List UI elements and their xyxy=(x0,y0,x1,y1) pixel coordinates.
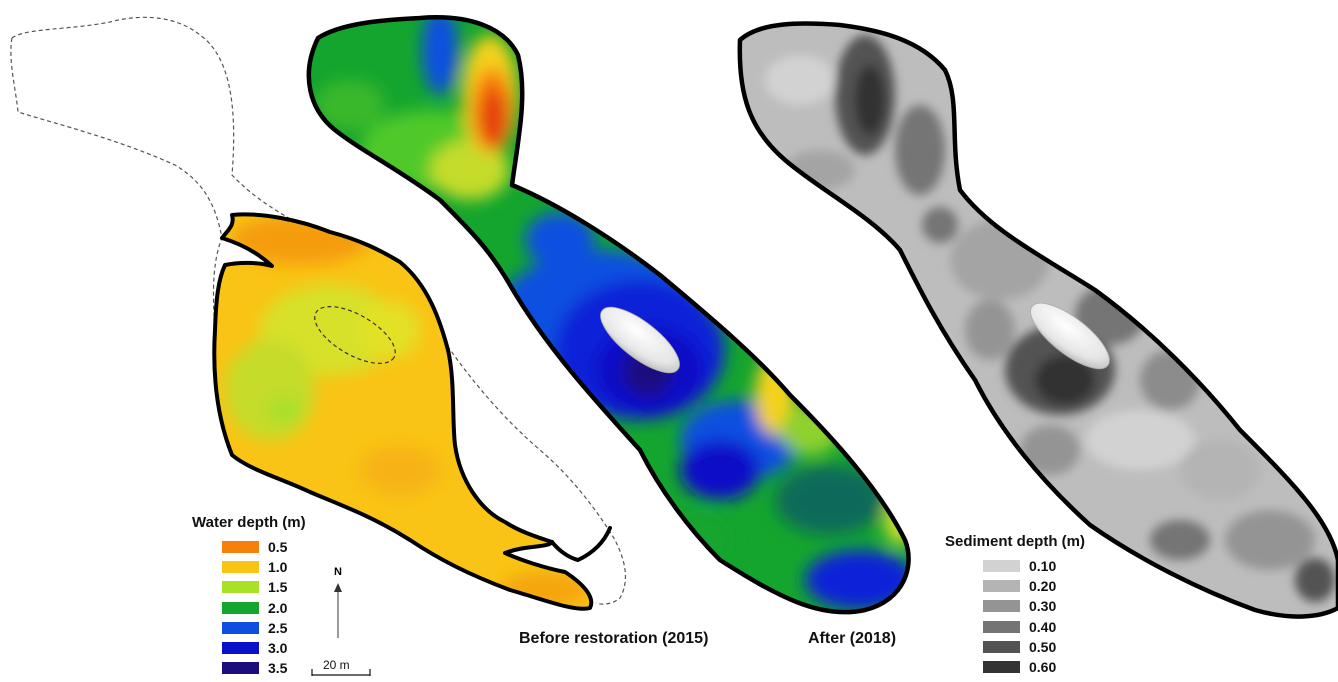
scale-bar xyxy=(311,669,371,676)
legend-swatch xyxy=(983,560,1020,573)
legend-swatch xyxy=(222,541,259,554)
legend-swatch xyxy=(222,561,259,574)
legend-swatch xyxy=(222,621,259,634)
sediment-depth-legend: Sediment depth (m) 0.10 0.20 0.30 0.40 0… xyxy=(945,533,1085,677)
legend-swatch xyxy=(222,662,259,675)
legend-item: 2.0 xyxy=(222,598,306,618)
island-before xyxy=(600,306,680,374)
scale-bar-label: 20 m xyxy=(323,658,350,672)
legend-item: 0.10 xyxy=(983,556,1085,576)
legend-item: 3.5 xyxy=(222,658,306,678)
legend-label: 2.5 xyxy=(268,619,288,636)
legend-swatch xyxy=(222,601,259,614)
caption-before: Before restoration (2015) xyxy=(519,630,709,647)
legend-item: 0.50 xyxy=(983,637,1085,657)
left-inlet-arm xyxy=(550,526,612,563)
legend-swatch xyxy=(983,580,1020,593)
legend-item: 2.5 xyxy=(222,618,306,638)
legend-swatch xyxy=(983,620,1020,633)
north-arrow-icon xyxy=(334,583,342,638)
legend-label: 0.20 xyxy=(1029,578,1057,595)
legend-label: 3.0 xyxy=(268,640,288,657)
former-shoreline-outline-upper xyxy=(10,37,223,331)
water-depth-legend-title: Water depth (m) xyxy=(192,514,306,531)
legend-label: 0.60 xyxy=(1029,659,1057,676)
legend-swatch xyxy=(983,600,1020,613)
legend-swatch xyxy=(222,581,259,594)
island-outline-dashed xyxy=(314,306,396,364)
legend-item: 0.60 xyxy=(983,657,1085,677)
legend-item: 0.40 xyxy=(983,617,1085,637)
island-after xyxy=(1030,302,1110,370)
legend-label: 0.5 xyxy=(268,539,288,556)
sediment-depth-legend-title: Sediment depth (m) xyxy=(945,533,1086,550)
legend-item: 0.5 xyxy=(222,537,306,557)
legend-item: 1.0 xyxy=(222,557,306,577)
legend-label: 1.5 xyxy=(268,579,288,596)
legend-label: 0.50 xyxy=(1029,638,1057,655)
legend-swatch xyxy=(222,642,259,655)
legend-label: 2.0 xyxy=(268,599,288,616)
water-depth-legend: Water depth (m) 0.5 1.0 1.5 2.0 2.5 3.0 … xyxy=(192,514,306,678)
legend-item: 0.20 xyxy=(983,576,1085,596)
legend-swatch xyxy=(983,661,1020,674)
legend-label: 0.30 xyxy=(1029,598,1057,615)
legend-swatch xyxy=(983,640,1020,653)
legend-label: 1.0 xyxy=(268,559,288,576)
caption-after: After (2018) xyxy=(808,630,897,647)
legend-item: 3.0 xyxy=(222,638,306,658)
legend-item: 0.30 xyxy=(983,596,1085,616)
legend-item: 1.5 xyxy=(222,577,306,597)
legend-label: 3.5 xyxy=(268,660,288,677)
legend-label: 0.10 xyxy=(1029,558,1057,575)
north-label: N xyxy=(334,566,342,578)
legend-label: 0.40 xyxy=(1029,618,1057,635)
